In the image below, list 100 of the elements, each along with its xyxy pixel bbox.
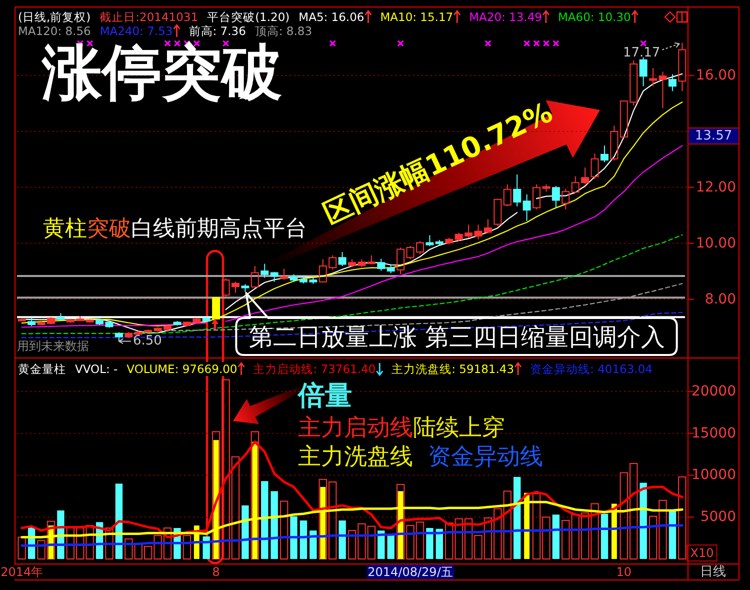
candlestick [649,67,658,87]
text: MA5: 16.06 [298,10,364,24]
annotation: 17.17 [622,45,660,60]
text: 主力启动线: 73761.40 [253,362,376,376]
candlestick [28,316,36,327]
bar [290,516,298,559]
candlestick [503,184,512,207]
bar [338,520,346,559]
x-tick-label: 10 [616,565,632,579]
bar [250,431,260,560]
bar [261,481,268,559]
candlestick [86,318,94,324]
annotation: 突破 [87,216,131,242]
candlestick [105,320,114,328]
line-series [20,440,684,538]
candlestick [590,153,599,180]
y-tick-label: 12.00 [696,179,736,196]
annotation: VVOL: - [75,362,118,376]
annotation: 顶高: 8.83 [254,24,312,38]
candlestick [124,332,133,338]
candlestick [270,271,278,282]
candlestick [173,320,182,326]
text: MA20: 13.49 [469,10,542,24]
annotation: 白线前期高点平台 [131,216,307,242]
candlestick [658,71,667,109]
candlestick [241,284,250,292]
bar [300,520,308,559]
bar [310,530,317,559]
annotation: VOLUME: 97669.00 [126,362,238,376]
chart-subtitle: (日线,前复权) [18,10,91,24]
x-tick-label: 8 [212,565,220,579]
text: 13.57 [694,128,732,144]
chart-title: 黄金量柱 [18,362,66,376]
candlestick [562,188,570,210]
y-tick-label: 10.00 [696,235,736,252]
text: 资金异动线: 40163.04 [530,362,652,376]
annotation: 陆续上穿 [413,415,505,441]
text: MA240: 7.53 [100,24,173,38]
x-tick-label: 2014/08/29/五 [368,565,453,579]
candlestick [114,332,123,342]
candlestick [639,56,648,87]
y-tick-label: 10000 [691,467,736,484]
bar [426,528,434,559]
y-tick-label: 16.00 [696,68,736,84]
y-tick-label: 8.00 [704,291,736,308]
candlestick [494,198,502,226]
candlestick [600,144,608,163]
candlestick [260,263,269,278]
bar [600,514,608,559]
candlestick [522,194,531,222]
bar [182,535,192,560]
candlestick [96,318,104,326]
text: MA60: 10.30 [558,10,631,24]
annotation: 前高: 7.36 [188,24,246,38]
y-tick-label: 5000 [700,509,736,526]
bar [552,514,560,559]
y-axis-title: X10 [690,546,714,560]
y-tick-label: 15000 [691,425,736,442]
bar [562,520,570,560]
candlestick [386,264,395,274]
x-tick-label: 2014年 [0,565,44,579]
y-tick-label: 20000 [691,383,736,400]
text: 主力洗盘线: 59181.43 [392,362,514,376]
candlestick [18,318,26,322]
bar [387,534,394,559]
annotation: 6.50 [133,334,162,349]
bar [678,476,686,560]
candlestick [610,125,618,162]
annotation: 截止日:20141031 [100,10,198,24]
bar [668,510,676,559]
candlestick [56,312,65,321]
candlestick [668,74,676,92]
line-series [20,524,684,547]
annotation: 黄柱 [43,216,87,242]
candlestick [338,252,346,266]
candlestick [367,254,376,265]
bar [18,536,26,560]
annotation: 资金异动线 [428,444,543,470]
annotation: 倍量 [297,380,352,412]
text: 日线 [700,564,726,580]
candlestick [513,174,522,207]
bar [280,500,288,560]
candlestick [280,268,288,280]
candlestick [435,239,444,246]
bar [105,527,114,560]
candlestick [426,234,434,247]
bar [436,528,444,559]
candlestick [445,237,454,245]
text: MA10: 15.17 [380,10,454,24]
text: MA120: 8.56 [18,24,91,38]
annotation: 用到未来数据 [17,339,89,353]
text: 涨停突破 [41,38,282,108]
candlestick [250,265,259,288]
annotation: 主力洗盘线 [298,444,413,470]
annotation: 主力启动线 [298,415,413,441]
bar [270,491,278,559]
candlestick [202,316,210,322]
candlestick [552,186,560,208]
bar [242,505,249,559]
candlestick [396,247,405,275]
